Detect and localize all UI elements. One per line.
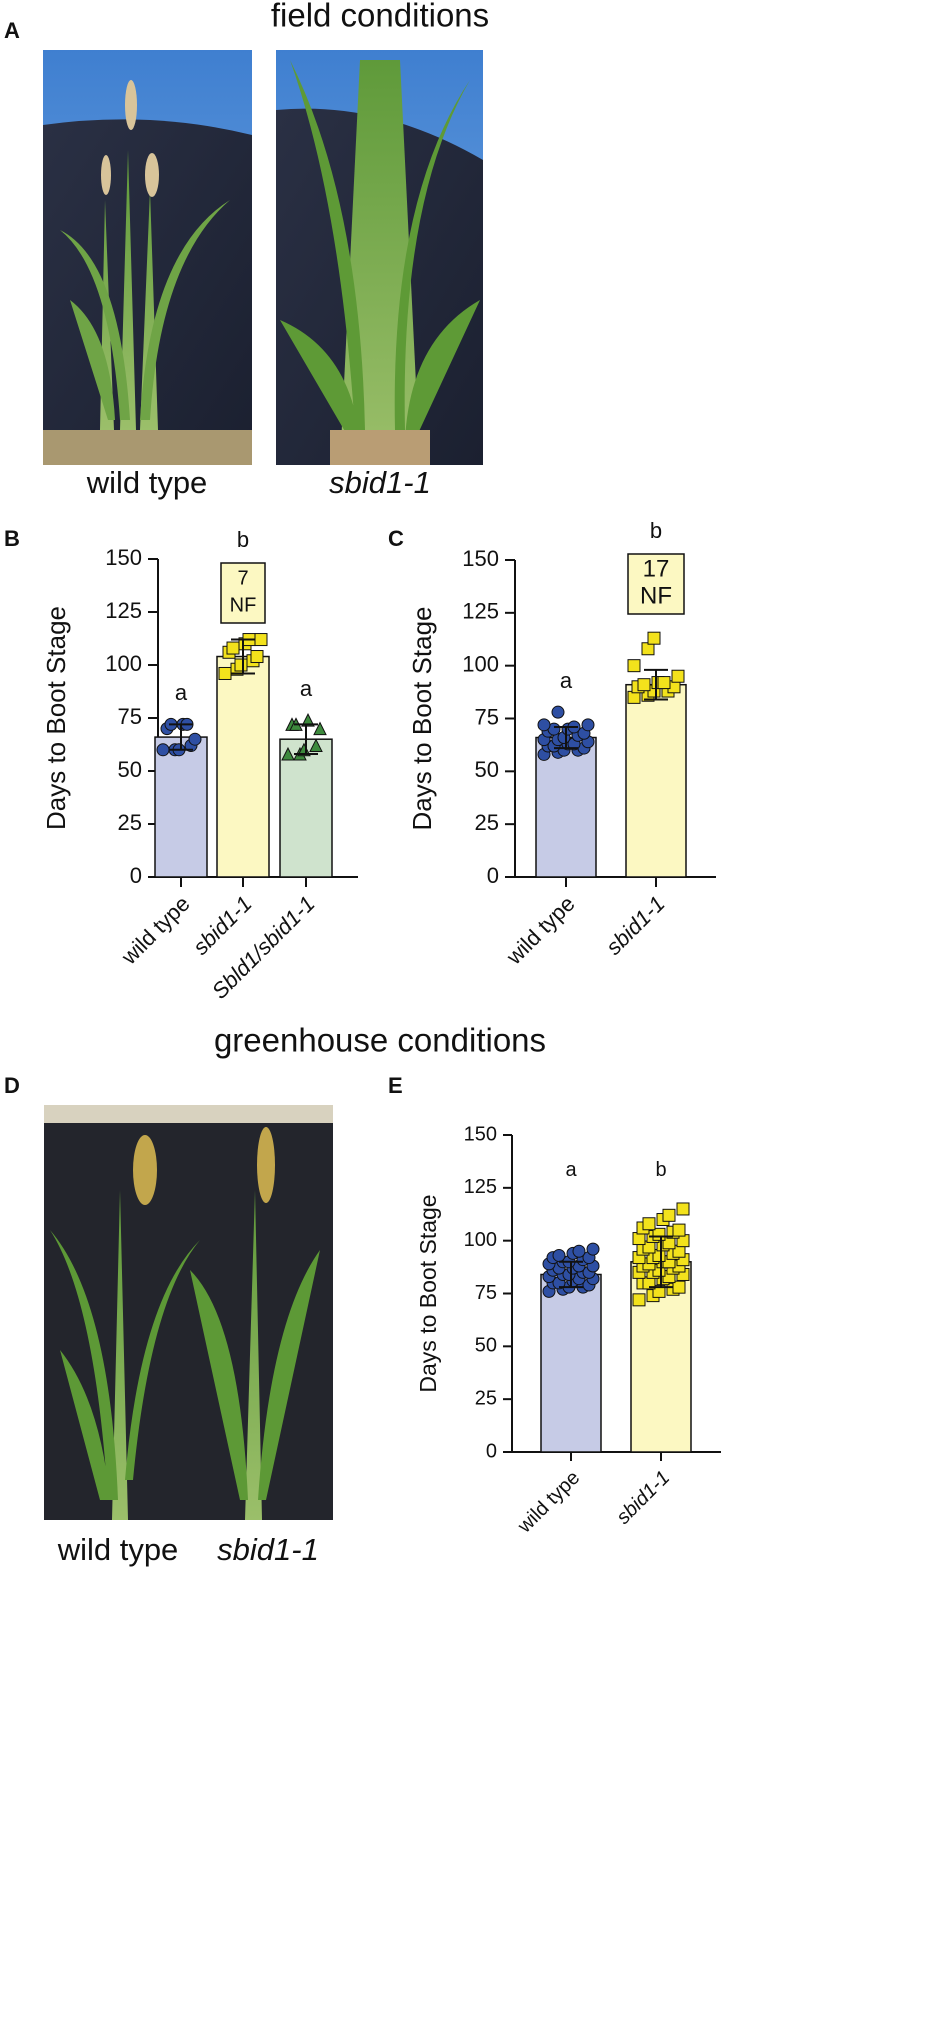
significance-letter: a [300, 676, 313, 701]
data-point [254, 633, 268, 647]
x-tick-label: wild type [501, 891, 580, 970]
data-point [676, 1202, 690, 1216]
data-point [313, 721, 327, 736]
y-tick-label: 100 [462, 651, 499, 676]
data-point [552, 1248, 566, 1262]
y-tick-label: 50 [118, 757, 142, 782]
data-point [657, 676, 671, 690]
bar [216, 655, 270, 878]
data-point [586, 1242, 600, 1256]
error-bar [649, 1235, 673, 1289]
bar [540, 1273, 602, 1453]
y-tick-label: 50 [475, 1335, 497, 1357]
photo [276, 50, 483, 466]
data-point [309, 738, 323, 753]
y-tick-label: 125 [464, 1176, 497, 1198]
photo-label: sbid1-1 [217, 1532, 319, 1567]
data-point [281, 746, 295, 761]
data-point [537, 718, 551, 732]
data-point [662, 1208, 676, 1222]
data-point [632, 1293, 646, 1307]
y-axis-label: Days to Boot Stage [41, 606, 71, 830]
y-tick-label: 75 [475, 1282, 497, 1304]
y-axis-label: Days to Boot Stage [415, 1194, 441, 1392]
panel-letter: E [388, 1073, 403, 1098]
y-tick-label: 125 [105, 598, 142, 623]
annotation-box [220, 562, 266, 624]
data-point [218, 666, 232, 680]
data-point [672, 1223, 686, 1237]
y-tick-label: 125 [462, 599, 499, 624]
y-tick-label: 150 [105, 545, 142, 570]
y-tick-label: 25 [118, 810, 142, 835]
photo [44, 1105, 333, 1520]
annotation-text: NF [640, 582, 672, 609]
y-tick-label: 150 [462, 546, 499, 571]
data-point [301, 713, 315, 727]
significance-letter: a [560, 668, 573, 693]
significance-letter: a [175, 680, 188, 705]
error-bar [644, 668, 668, 701]
data-point [226, 641, 240, 655]
panel-letter: C [388, 526, 404, 551]
bar [279, 738, 333, 878]
error-bar [559, 1260, 583, 1289]
significance-letter: a [565, 1159, 577, 1181]
data-point [551, 705, 565, 719]
data-point [581, 718, 595, 732]
photo [43, 50, 252, 465]
data-point [627, 659, 641, 673]
x-tick-label: sbid1-1 [601, 891, 670, 960]
data-point [188, 732, 202, 746]
annotation-text: 7 [237, 567, 248, 589]
y-tick-label: 25 [475, 1387, 497, 1409]
error-bar [169, 723, 193, 751]
annotation-box [627, 553, 685, 615]
significance-letter: b [237, 527, 249, 552]
error-bar [554, 725, 578, 750]
section-title: greenhouse conditions [214, 1022, 546, 1059]
data-point [250, 650, 264, 664]
photo-label: wild type [86, 465, 208, 500]
data-point [156, 743, 170, 757]
y-tick-label: 0 [487, 863, 499, 888]
y-tick-label: 100 [105, 651, 142, 676]
y-tick-label: 50 [475, 757, 499, 782]
photo-label: wild type [57, 1532, 179, 1567]
error-bar [294, 723, 318, 756]
data-point [637, 678, 651, 692]
x-tick-label: wild type [116, 891, 195, 970]
annotation-text: 17 [643, 555, 670, 582]
y-tick-label: 75 [118, 704, 142, 729]
data-point [642, 1217, 656, 1231]
section-title: field conditions [271, 0, 489, 34]
x-tick-label: sbid1-1 [612, 1467, 674, 1529]
significance-letter: b [650, 518, 662, 543]
y-tick-label: 75 [475, 704, 499, 729]
data-point [572, 1244, 586, 1258]
significance-letter: b [655, 1159, 666, 1181]
panel-letter: B [4, 526, 20, 551]
y-tick-label: 150 [464, 1123, 497, 1145]
y-axis-label: Days to Boot Stage [407, 606, 437, 830]
bar [625, 683, 687, 878]
data-point [652, 1284, 666, 1298]
y-tick-label: 25 [475, 810, 499, 835]
y-tick-label: 0 [486, 1440, 497, 1462]
x-tick-label: wild type [513, 1467, 584, 1538]
data-point [647, 631, 661, 645]
panel-letter: D [4, 1073, 20, 1098]
annotation-text: NF [230, 594, 257, 616]
y-tick-label: 0 [130, 863, 142, 888]
data-point [671, 669, 685, 683]
data-point [234, 658, 248, 672]
bar [154, 736, 208, 878]
y-tick-label: 100 [464, 1229, 497, 1251]
error-bar [231, 638, 255, 675]
panel-letter: A [4, 18, 20, 43]
photo-label: sbid1-1 [329, 465, 431, 500]
